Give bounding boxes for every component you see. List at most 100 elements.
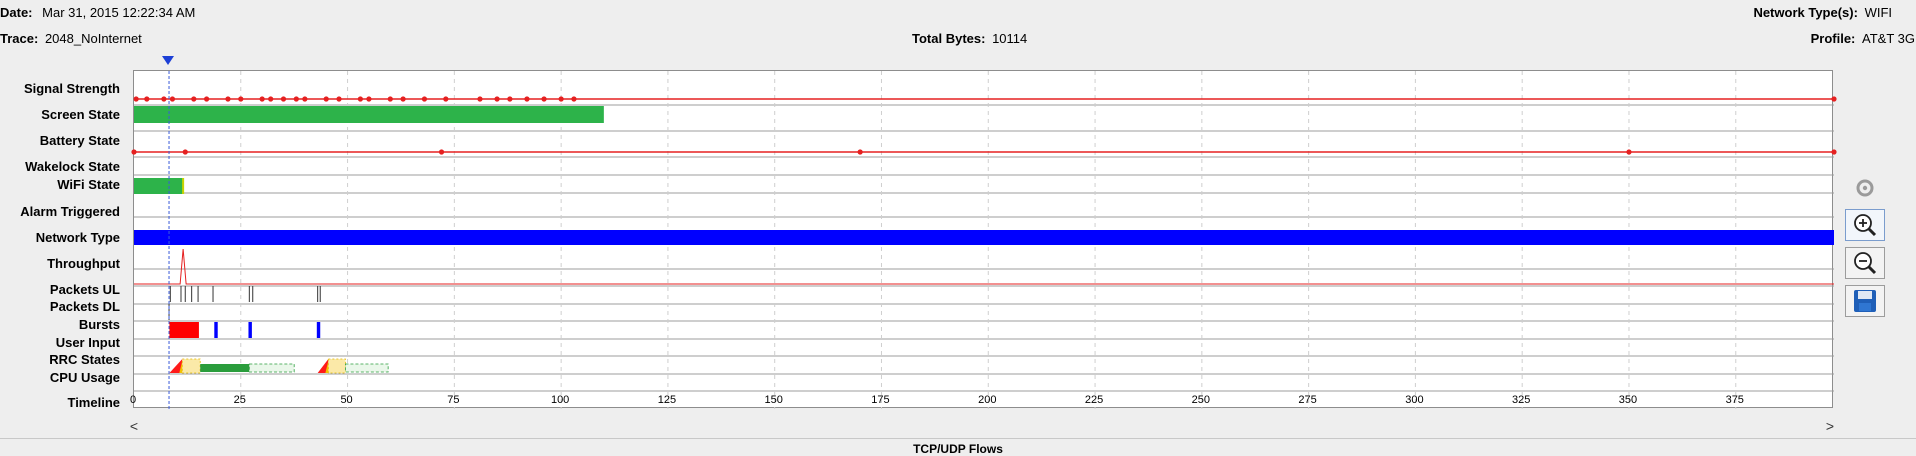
timeline-tick-label: 75 <box>447 394 460 406</box>
refresh-icon <box>1856 179 1874 197</box>
zoom-in-button[interactable] <box>1845 209 1885 241</box>
timeline-tick-label: 275 <box>1298 394 1317 406</box>
total-bytes-label: Total Bytes: <box>912 31 986 46</box>
timeline-tick-label: 150 <box>764 394 783 406</box>
signal-strength-point <box>144 96 150 102</box>
signal-strength-point <box>323 96 329 102</box>
timeline-tick-label: 325 <box>1512 394 1531 406</box>
label-rrc-states: RRC States <box>49 352 120 367</box>
signal-strength-point <box>161 96 167 102</box>
row-labels: Signal Strength Screen State Battery Sta… <box>0 0 126 451</box>
timeline-tick-label: 125 <box>657 394 677 406</box>
battery-point <box>1831 149 1837 155</box>
signal-strength-point <box>524 96 530 102</box>
date-row: Date: Mar 31, 2015 12:22:34 AM <box>0 5 195 20</box>
network-types-label: Network Type(s): <box>1753 5 1858 20</box>
battery-point <box>182 149 188 155</box>
rrc-promotion-edge <box>179 361 183 373</box>
throughput-line <box>134 248 1834 285</box>
horizontal-scrollbar[interactable]: < > <box>124 416 1840 436</box>
timeline-tick-label: 300 <box>1405 394 1424 406</box>
timeline-tick-label: 175 <box>871 394 890 406</box>
signal-strength-point <box>387 96 393 102</box>
signal-strength-point <box>259 96 265 102</box>
signal-strength-point <box>191 96 197 102</box>
profile-value: AT&T 3G <box>1862 31 1915 46</box>
rrc-fach-bar <box>181 358 201 374</box>
label-battery-state: Battery State <box>39 133 120 148</box>
wifi-on-bar <box>134 178 184 194</box>
signal-strength-point <box>169 96 176 102</box>
label-user-input: User Input <box>55 335 120 350</box>
signal-strength-point <box>443 96 449 102</box>
rrc-dch-bar <box>200 364 250 372</box>
label-screen-state: Screen State <box>41 107 120 122</box>
signal-strength-point <box>507 96 513 102</box>
signal-strength-point <box>204 96 210 102</box>
screen-on-bar <box>134 106 604 123</box>
label-packets-ul: Packets UL <box>49 282 120 297</box>
battery-point <box>438 149 445 155</box>
label-timeline: Timeline <box>67 395 120 410</box>
save-button[interactable] <box>1845 285 1885 317</box>
signal-strength-point <box>280 96 287 102</box>
label-bursts: Bursts <box>78 317 120 332</box>
trace-label: Trace: <box>0 31 39 46</box>
date-value: Mar 31, 2015 12:22:34 AM <box>42 5 196 20</box>
refresh-button[interactable] <box>1845 172 1885 204</box>
rrc-fach-bar <box>327 358 346 374</box>
signal-strength-point <box>477 96 483 102</box>
network-type-bar <box>134 230 1834 245</box>
timeline-tick-label: 50 <box>340 394 353 406</box>
cursor-marker-icon[interactable] <box>161 55 175 67</box>
zoom-out-button[interactable] <box>1845 247 1885 279</box>
burst-bar <box>169 322 199 338</box>
signal-strength-point <box>302 96 308 102</box>
network-types-value: WIFI <box>1864 5 1892 20</box>
timeline-tick-label: 0 <box>129 394 137 406</box>
signal-strength-point <box>357 96 363 102</box>
signal-strength-point <box>541 96 547 102</box>
label-wakelock-state: Wakelock State <box>25 159 120 174</box>
signal-strength-point <box>1831 96 1837 102</box>
battery-point <box>131 149 137 155</box>
label-cpu-usage: CPU Usage <box>49 370 120 385</box>
rrc-tail-bar <box>345 363 389 373</box>
label-throughput: Throughput <box>47 256 120 271</box>
signal-strength-point <box>133 96 139 102</box>
signal-strength-point <box>238 96 244 102</box>
rrc-promotion-mark <box>169 359 183 373</box>
signal-strength-point <box>268 96 274 102</box>
signal-strength-point <box>336 96 342 102</box>
timeline-chart-svg <box>131 71 1837 409</box>
trace-row: Trace: 2048_NoInternet <box>0 31 142 46</box>
label-signal-strength: Signal Strength <box>23 81 120 96</box>
timeline-chart[interactable] <box>131 70 1837 409</box>
timeline-tick-label: 200 <box>978 394 997 406</box>
profile-row: Profile: AT&T 3G <box>1811 31 1915 46</box>
timeline-tick-label: 100 <box>550 394 570 406</box>
save-icon <box>1854 290 1876 312</box>
label-alarm-triggered: Alarm Triggered <box>20 204 120 219</box>
label-packets-dl: Packets DL <box>49 299 120 314</box>
burst-bar <box>248 322 252 338</box>
signal-strength-point <box>421 96 428 102</box>
timeline-tick-label: 225 <box>1084 394 1104 406</box>
total-bytes-row: Total Bytes: 10114 <box>912 31 1027 46</box>
zoom-out-icon <box>1854 252 1877 275</box>
label-wifi-state: WiFi State <box>57 177 120 192</box>
burst-bar <box>316 322 321 338</box>
scroll-left-arrow[interactable]: < <box>129 418 139 434</box>
battery-point <box>857 149 863 155</box>
rrc-tail-bar <box>248 363 295 373</box>
profile-label: Profile: <box>1810 31 1856 46</box>
signal-strength-point <box>571 96 577 102</box>
battery-point <box>1626 149 1632 155</box>
tcp-udp-flows-title: TCP/UDP Flows <box>913 442 1003 456</box>
timeline-axis: 0 25 50 75 100 125 150 175 200 225 250 275 300 325 350… <box>129 390 1833 408</box>
signal-strength-point <box>558 96 564 102</box>
signal-strength-point <box>366 96 372 102</box>
scroll-right-arrow[interactable]: > <box>1825 418 1835 434</box>
network-types-row: Network Type(s): WIFI <box>1753 5 1892 20</box>
signal-strength-point <box>494 96 500 102</box>
